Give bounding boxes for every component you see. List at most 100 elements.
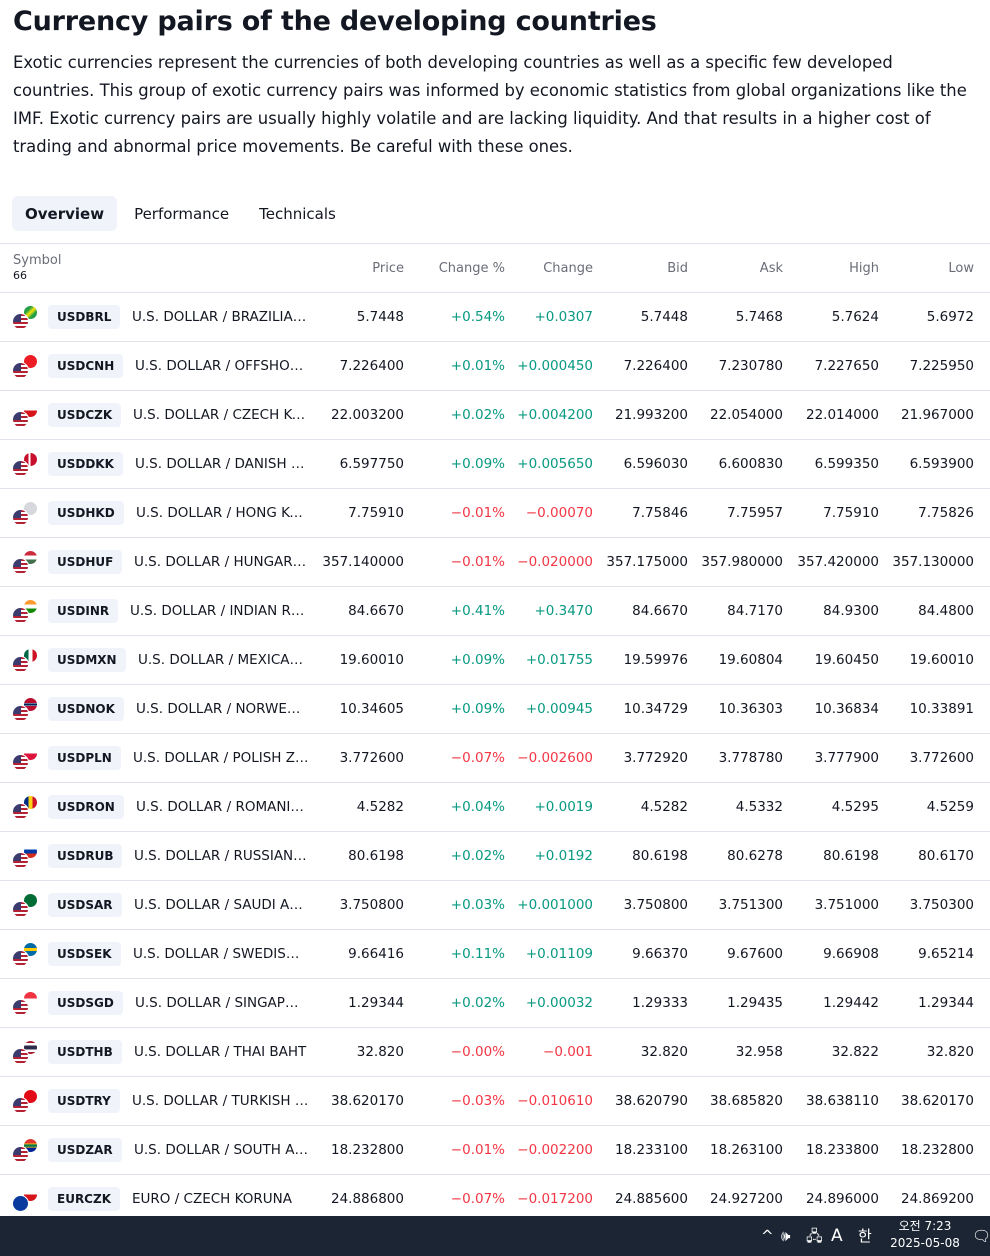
symbol-ticker[interactable]: USDSEK bbox=[48, 942, 121, 966]
symbol-ticker[interactable]: USDMXN bbox=[48, 648, 126, 672]
table-row[interactable]: USDRON U.S. DOLLAR / ROMANIAN LEU 4.5282… bbox=[0, 783, 990, 832]
taskbar: ^ 🕪 🖧 A 한 오전 7:23 2025-05-08 🗨 bbox=[0, 1216, 990, 1256]
taskbar-clock[interactable]: 오전 7:23 2025-05-08 bbox=[890, 1218, 960, 1252]
table-row[interactable]: USDDKK U.S. DOLLAR / DANISH KRONE 6.5977… bbox=[0, 440, 990, 489]
symbol-ticker[interactable]: USDCZK bbox=[48, 403, 122, 427]
table-row[interactable]: USDZAR U.S. DOLLAR / SOUTH AFRICAN RAND … bbox=[0, 1126, 990, 1175]
symbol-description[interactable]: U.S. DOLLAR / TURKISH LIRA bbox=[132, 1093, 309, 1109]
us-flag-icon bbox=[12, 705, 29, 722]
symbol-description[interactable]: U.S. DOLLAR / INDIAN RUPEE bbox=[130, 603, 309, 619]
symbol-ticker[interactable]: USDTRY bbox=[48, 1089, 120, 1113]
symbol-ticker[interactable]: USDTHB bbox=[48, 1040, 122, 1064]
ask-value: 4.5332 bbox=[735, 799, 783, 815]
tab-overview[interactable]: Overview bbox=[12, 196, 118, 231]
symbol-description[interactable]: U.S. DOLLAR / HONG KONG DOLLAR bbox=[136, 505, 309, 521]
symbol-ticker[interactable]: USDNOK bbox=[48, 697, 124, 721]
table-row[interactable]: USDPLN U.S. DOLLAR / POLISH ZLOTY 3.7726… bbox=[0, 734, 990, 783]
bid-value: 21.993200 bbox=[614, 407, 688, 423]
symbol-ticker[interactable]: USDSAR bbox=[48, 893, 122, 917]
show-hidden-icons-caret-icon[interactable]: ^ bbox=[761, 1227, 774, 1245]
table-row[interactable]: USDINR U.S. DOLLAR / INDIAN RUPEE 84.667… bbox=[0, 587, 990, 636]
change-percent-value: +0.02% bbox=[450, 995, 505, 1011]
bid-value: 38.620790 bbox=[614, 1093, 688, 1109]
symbol-description[interactable]: U.S. DOLLAR / THAI BAHT bbox=[134, 1044, 307, 1060]
header-change-percent[interactable]: Change % bbox=[438, 261, 505, 276]
us-flag-icon bbox=[12, 1146, 29, 1163]
symbol-description[interactable]: U.S. DOLLAR / OFFSHORE CHINESE YUAN bbox=[135, 358, 309, 374]
notification-icon[interactable]: 🗨 bbox=[972, 1227, 990, 1245]
header-symbol[interactable]: Symbol 66 bbox=[13, 253, 61, 283]
table-row[interactable]: USDCZK U.S. DOLLAR / CZECH KORUNA 22.003… bbox=[0, 391, 990, 440]
symbol-description[interactable]: U.S. DOLLAR / SINGAPORE DOLLAR bbox=[135, 995, 309, 1011]
high-value: 357.420000 bbox=[797, 554, 879, 570]
table-row[interactable]: USDSEK U.S. DOLLAR / SWEDISH KRONA 9.664… bbox=[0, 930, 990, 979]
network-icon[interactable]: 🖧 bbox=[806, 1227, 823, 1245]
symbol-ticker[interactable]: USDSGD bbox=[48, 991, 123, 1015]
symbol-description[interactable]: U.S. DOLLAR / MEXICAN PESO bbox=[138, 652, 309, 668]
symbol-description[interactable]: U.S. DOLLAR / SWEDISH KRONA bbox=[133, 946, 309, 962]
table-row[interactable]: USDSGD U.S. DOLLAR / SINGAPORE DOLLAR 1.… bbox=[0, 979, 990, 1028]
table-row[interactable]: USDSAR U.S. DOLLAR / SAUDI ARABIAN RIYAL… bbox=[0, 881, 990, 930]
symbol-ticker[interactable]: USDBRL bbox=[48, 305, 121, 329]
us-flag-icon bbox=[12, 950, 29, 967]
header-symbol-label: Symbol bbox=[13, 253, 62, 268]
table-row[interactable]: USDHUF U.S. DOLLAR / HUNGARIAN FORINT 35… bbox=[0, 538, 990, 587]
symbol-description[interactable]: U.S. DOLLAR / CZECH KORUNA bbox=[133, 407, 309, 423]
currency-flags-icon bbox=[12, 844, 40, 870]
high-value: 7.75910 bbox=[823, 505, 879, 521]
table-row[interactable]: USDNOK U.S. DOLLAR / NORWEGIAN KRONE 10.… bbox=[0, 685, 990, 734]
currency-flags-icon bbox=[12, 795, 40, 821]
symbol-ticker[interactable]: USDINR bbox=[48, 599, 119, 623]
header-change[interactable]: Change bbox=[543, 261, 593, 276]
header-bid[interactable]: Bid bbox=[667, 261, 688, 276]
symbol-description[interactable]: U.S. DOLLAR / DANISH KRONE bbox=[135, 456, 309, 472]
table-row[interactable]: USDCNH U.S. DOLLAR / OFFSHORE CHINESE YU… bbox=[0, 342, 990, 391]
symbol-description[interactable]: U.S. DOLLAR / POLISH ZLOTY bbox=[133, 750, 309, 766]
symbol-description[interactable]: U.S. DOLLAR / ROMANIAN LEU bbox=[136, 799, 309, 815]
symbol-ticker[interactable]: USDRUB bbox=[48, 844, 123, 868]
high-value: 18.233800 bbox=[805, 1142, 879, 1158]
us-flag-icon bbox=[12, 1097, 29, 1114]
symbol-ticker[interactable]: USDPLN bbox=[48, 746, 121, 770]
change-value: +0.005650 bbox=[517, 456, 593, 472]
currency-flags-icon bbox=[12, 746, 40, 772]
symbol-description[interactable]: U.S. DOLLAR / SAUDI ARABIAN RIYAL bbox=[134, 897, 309, 913]
change-percent-value: +0.02% bbox=[450, 848, 505, 864]
symbol-description[interactable]: EURO / CZECH KORUNA bbox=[132, 1191, 292, 1207]
table-row[interactable]: USDMXN U.S. DOLLAR / MEXICAN PESO 19.600… bbox=[0, 636, 990, 685]
symbol-ticker[interactable]: USDZAR bbox=[48, 1138, 122, 1162]
header-ask[interactable]: Ask bbox=[759, 261, 783, 276]
header-price[interactable]: Price bbox=[372, 261, 404, 276]
table-row[interactable]: USDRUB U.S. DOLLAR / RUSSIAN RUBLE 80.61… bbox=[0, 832, 990, 881]
tab-performance[interactable]: Performance bbox=[134, 204, 230, 223]
tab-technicals[interactable]: Technicals bbox=[259, 204, 336, 223]
header-low[interactable]: Low bbox=[948, 261, 974, 276]
table-row[interactable]: USDTRY U.S. DOLLAR / TURKISH LIRA 38.620… bbox=[0, 1077, 990, 1126]
symbol-ticker[interactable]: USDCNH bbox=[48, 354, 124, 378]
symbol-description[interactable]: U.S. DOLLAR / NORWEGIAN KRONE bbox=[136, 701, 309, 717]
change-value: +0.0019 bbox=[534, 799, 593, 815]
bid-value: 5.7448 bbox=[640, 309, 688, 325]
high-value: 3.777900 bbox=[814, 750, 879, 766]
table-row[interactable]: USDTHB U.S. DOLLAR / THAI BAHT 32.820 −0… bbox=[0, 1028, 990, 1077]
symbol-ticker[interactable]: USDDKK bbox=[48, 452, 123, 476]
bid-value: 4.5282 bbox=[640, 799, 688, 815]
symbol-description[interactable]: U.S. DOLLAR / SOUTH AFRICAN RAND bbox=[134, 1142, 309, 1158]
symbol-ticker[interactable]: USDHKD bbox=[48, 501, 124, 525]
symbol-ticker[interactable]: USDRON bbox=[48, 795, 124, 819]
volume-icon[interactable]: 🕪 bbox=[781, 1227, 791, 1245]
ask-value: 3.751300 bbox=[718, 897, 783, 913]
header-high[interactable]: High bbox=[849, 261, 879, 276]
symbol-ticker[interactable]: USDHUF bbox=[48, 550, 123, 574]
table-row[interactable]: USDHKD U.S. DOLLAR / HONG KONG DOLLAR 7.… bbox=[0, 489, 990, 538]
symbol-description[interactable]: U.S. DOLLAR / HUNGARIAN FORINT bbox=[134, 554, 309, 570]
symbol-description[interactable]: U.S. DOLLAR / RUSSIAN RUBLE bbox=[134, 848, 309, 864]
ask-value: 5.7468 bbox=[735, 309, 783, 325]
high-value: 24.896000 bbox=[805, 1191, 879, 1207]
ime-mode-indicator[interactable]: A bbox=[831, 1226, 843, 1246]
us-flag-icon bbox=[12, 558, 29, 575]
symbol-ticker[interactable]: EURCZK bbox=[48, 1187, 120, 1211]
ime-language-indicator[interactable]: 한 bbox=[858, 1227, 872, 1245]
table-row[interactable]: USDBRL U.S. DOLLAR / BRAZILIAN REAL 5.74… bbox=[0, 293, 990, 342]
symbol-description[interactable]: U.S. DOLLAR / BRAZILIAN REAL bbox=[132, 309, 309, 325]
